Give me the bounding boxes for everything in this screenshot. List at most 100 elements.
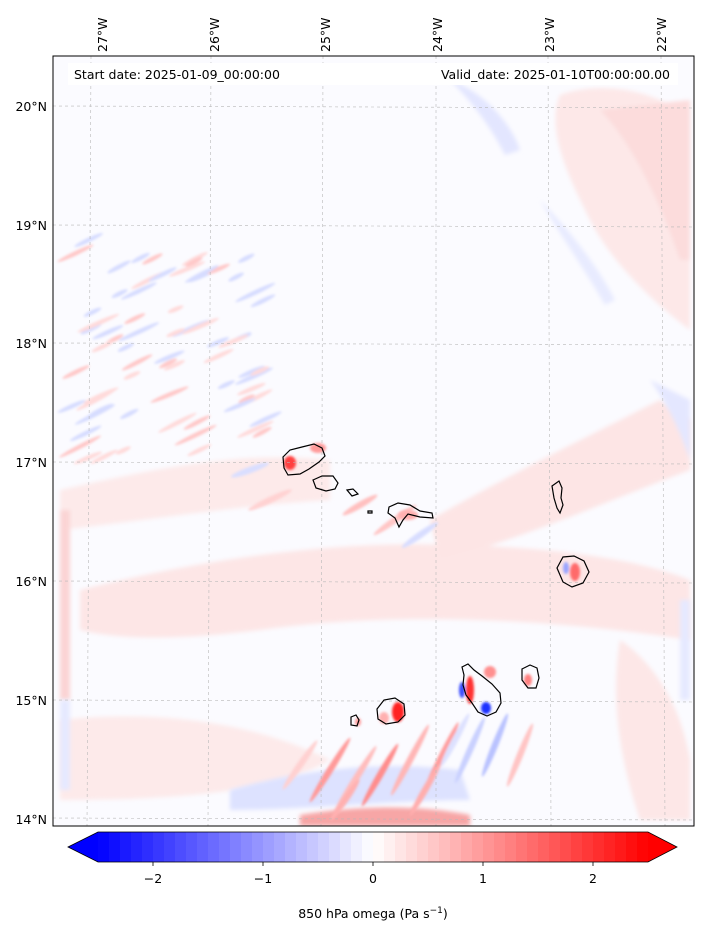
wave-streak	[218, 334, 249, 348]
lon-label-22w: 22°W	[654, 17, 669, 52]
colorbar-cell	[362, 832, 374, 862]
lee-wave-streak	[481, 713, 509, 777]
wave-streak	[107, 260, 131, 274]
colorbar-cell	[274, 832, 286, 862]
colorbar-ticks: −2 −1 0 1 2	[144, 862, 597, 886]
colorbar-cell	[571, 832, 583, 862]
wave-streak	[76, 389, 115, 411]
lee-wave-streak	[282, 740, 318, 790]
wave-streak	[77, 313, 120, 333]
colorbar-cell	[472, 832, 484, 862]
wave-streak	[237, 382, 266, 396]
lat-label-20n: 20°N	[15, 99, 47, 114]
colorbar-cell	[296, 832, 308, 862]
wave-streak	[223, 398, 256, 413]
lee-wave-streak	[342, 494, 378, 516]
lat-label-18n: 18°N	[15, 336, 47, 351]
wave-streak	[121, 282, 157, 300]
wave-streak	[238, 253, 255, 263]
colorbar-tick-label: 0	[369, 871, 377, 886]
colorbar-cell	[329, 832, 341, 862]
colorbar-outline	[67, 831, 678, 863]
wave-streak	[185, 257, 203, 267]
island-brava	[350, 714, 360, 727]
wave-streak	[57, 244, 94, 263]
island-forcing	[284, 443, 580, 726]
colorbar-cell	[307, 832, 319, 862]
lee-wave-streak	[455, 717, 485, 783]
wave-streak	[237, 420, 274, 438]
lat-label-19n: 19°N	[15, 218, 47, 233]
colorbar-cell	[142, 832, 154, 862]
colorbar: −2 −1 0 1 2 850 hPa omega (Pa s−1)	[67, 831, 678, 921]
island-santiago	[461, 663, 502, 717]
colorbar-extend-high	[648, 832, 677, 862]
map-panel: Start date: 2025-01-09_00:00:00 Valid_da…	[52, 55, 695, 827]
wave-streak	[184, 265, 219, 283]
wave-streak	[167, 305, 184, 314]
wave-streak	[182, 317, 219, 335]
colorbar-label-close: )	[443, 906, 448, 921]
lee-wave-streak	[361, 743, 399, 807]
colorbar-cell	[219, 832, 231, 862]
wave-streak	[117, 343, 135, 352]
wave-streak	[154, 350, 185, 364]
wave-streak	[181, 252, 208, 266]
lee-wave-streak	[506, 723, 534, 787]
gridlines	[53, 56, 694, 826]
wave-streak	[207, 263, 230, 275]
colorbar-cell	[439, 832, 451, 862]
colorbar-cell	[384, 832, 396, 862]
wave-streak	[159, 358, 177, 369]
wave-streak	[74, 233, 103, 248]
valid-date-label: Valid_date: 2025-01-10T00:00:00.00	[441, 67, 670, 82]
colorbar-cell	[109, 832, 121, 862]
colorbar-tick-label: −2	[144, 871, 162, 886]
positive-field	[60, 88, 690, 826]
island-fogo	[376, 697, 406, 725]
wave-streak	[158, 412, 197, 433]
lee-wave-streak	[440, 713, 470, 767]
colorbar-cell	[252, 832, 264, 862]
colorbar-cell	[417, 832, 429, 862]
colorbar-cell	[197, 832, 209, 862]
colorbar-label: 850 hPa omega (Pa s−1)	[298, 906, 448, 921]
wave-streak	[174, 424, 217, 446]
colorbar-cell	[318, 832, 330, 862]
wave-streak	[91, 341, 114, 353]
island-islet	[367, 510, 373, 514]
wave-streak	[59, 435, 101, 458]
lee-wave-streak	[330, 779, 360, 821]
wave-streak	[250, 366, 270, 376]
colorbar-cell	[428, 832, 440, 862]
wave-streak	[142, 253, 163, 265]
lee-wave-streak	[391, 724, 429, 796]
start-date-label: Start date: 2025-01-09_00:00:00	[74, 67, 280, 82]
wave-streak	[238, 365, 265, 378]
colorbar-cell	[516, 832, 528, 862]
lee-wave-streak	[248, 489, 292, 511]
colorbar-tick-label: −1	[254, 871, 272, 886]
lat-label-17n: 17°N	[15, 455, 47, 470]
colorbar-cell	[527, 832, 539, 862]
lee-wave-streak	[231, 462, 269, 478]
colorbar-cell	[593, 832, 605, 862]
lat-label-16n: 16°N	[15, 574, 47, 589]
wave-streak	[118, 322, 160, 342]
colorbar-cell	[186, 832, 198, 862]
wave-streak	[235, 367, 273, 385]
wave-streak	[74, 404, 116, 425]
wave-streaks	[57, 233, 282, 465]
lat-label-14n: 14°N	[15, 812, 47, 827]
colorbar-cell	[208, 832, 220, 862]
island-santa-luzia	[345, 488, 360, 497]
wave-streak	[73, 451, 103, 465]
header-strip	[68, 63, 678, 85]
island-sao-vicente	[312, 475, 339, 492]
wave-streak	[92, 325, 124, 340]
wave-streak	[183, 415, 211, 430]
island-maio	[521, 664, 540, 689]
island-boa-vista	[556, 555, 590, 588]
wave-streak	[123, 371, 141, 380]
